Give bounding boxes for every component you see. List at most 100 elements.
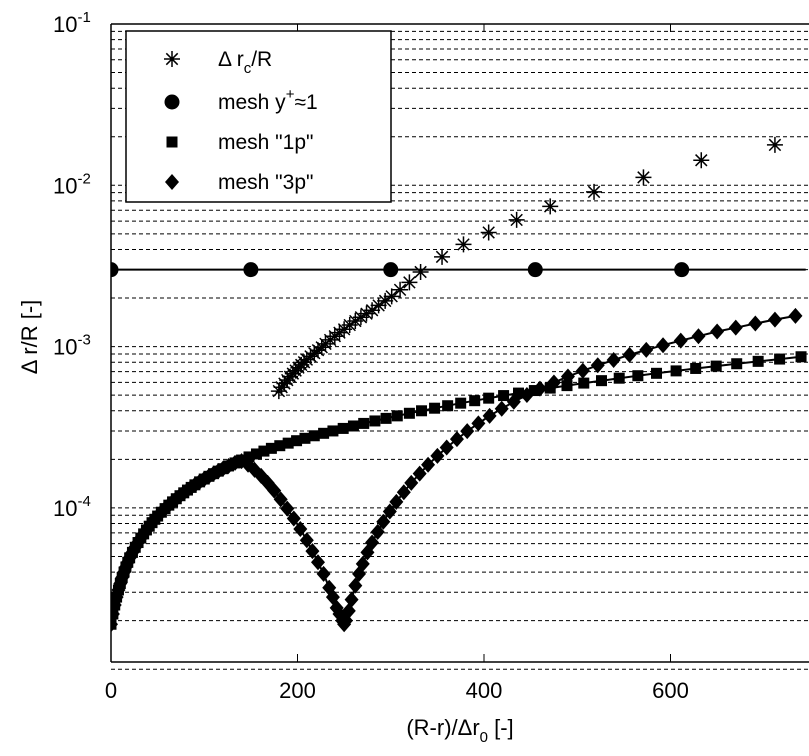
data-point-asterisk xyxy=(693,152,710,169)
data-point-asterisk xyxy=(352,309,369,326)
legend-label: Δ rc/R xyxy=(218,48,272,77)
data-point-diamond xyxy=(788,307,803,324)
x-tick-label: 400 xyxy=(466,678,503,703)
data-point-circle xyxy=(674,262,690,278)
data-point-square xyxy=(690,362,702,374)
legend-label: mesh "1p" xyxy=(218,131,313,154)
data-point-diamond xyxy=(341,602,356,619)
data-point-square xyxy=(391,410,403,422)
data-point-square xyxy=(651,367,663,379)
data-point-diamond xyxy=(267,482,282,499)
axis-labels: (R-r)/Δr0 [-] Δ r/R [-] xyxy=(17,300,514,746)
data-point-diamond xyxy=(286,510,301,527)
data-point-diamond xyxy=(355,555,370,572)
data-point-square xyxy=(483,392,495,404)
data-point-square xyxy=(318,427,330,439)
data-point-diamond xyxy=(639,341,654,358)
data-point-asterisk xyxy=(392,281,409,298)
data-point-square xyxy=(513,387,525,399)
legend-label: mesh y+≈1 xyxy=(218,86,318,114)
data-point-diamond xyxy=(546,374,561,391)
data-point-square xyxy=(774,353,786,365)
data-point-square xyxy=(528,385,540,397)
data-point-asterisk xyxy=(331,324,348,341)
data-point-diamond xyxy=(673,332,688,349)
data-point-diamond xyxy=(404,474,419,491)
y-tick-label: 10-4 xyxy=(53,493,91,521)
data-point-asterisk xyxy=(412,264,429,281)
data-point-square xyxy=(455,397,467,409)
data-point-square xyxy=(498,390,510,402)
axes xyxy=(110,23,809,663)
legend-label: mesh "3p" xyxy=(218,171,313,194)
data-point-diamond xyxy=(376,513,391,530)
data-point-square xyxy=(544,382,556,394)
data-point-square xyxy=(291,435,303,447)
data-point-square xyxy=(710,360,722,372)
data-point-square xyxy=(258,445,270,457)
x-axis-label: (R-r)/Δr0 [-] xyxy=(406,715,513,746)
legend-marker-square xyxy=(166,136,178,148)
data-point-square xyxy=(282,437,294,449)
data-point-diamond xyxy=(412,465,427,482)
legend-marker-circle xyxy=(164,94,180,110)
data-point-diamond xyxy=(365,534,380,551)
legend: Δ rc/R mesh y+≈1 mesh "1p" mesh "3p" xyxy=(125,30,392,203)
data-point-diamond xyxy=(439,439,454,456)
data-point-diamond xyxy=(111,589,124,606)
x-tick-label: 600 xyxy=(652,678,689,703)
legend-marker-diamond xyxy=(165,174,179,190)
data-point-asterisk xyxy=(377,292,394,309)
data-point-diamond xyxy=(344,591,359,608)
data-point-square xyxy=(299,432,311,444)
data-point-square xyxy=(403,407,415,419)
data-point-asterisk xyxy=(508,211,525,228)
data-point-diamond xyxy=(710,323,725,340)
data-point-diamond xyxy=(494,400,509,417)
data-point-asterisk xyxy=(434,248,451,265)
data-point-diamond xyxy=(421,456,436,473)
data-point-diamond xyxy=(449,431,464,448)
data-point-square xyxy=(429,402,441,414)
data-point-diamond xyxy=(247,461,262,478)
legend-marker-asterisk xyxy=(164,51,180,67)
data-point-square xyxy=(578,377,590,389)
data-point-square xyxy=(308,430,320,442)
data-point-asterisk xyxy=(455,236,472,253)
data-point-diamond xyxy=(316,565,331,582)
data-point-square xyxy=(416,405,428,417)
data-point-square xyxy=(752,355,764,367)
data-point-diamond xyxy=(305,543,320,560)
y-tick-label: 10-2 xyxy=(53,170,91,198)
data-point-asterisk xyxy=(358,305,375,322)
data-point-diamond xyxy=(471,415,486,432)
data-point-square xyxy=(274,440,286,452)
data-point-diamond xyxy=(273,491,288,508)
series-markers xyxy=(111,136,807,633)
data-point-diamond xyxy=(532,380,547,397)
y-tick-label: 10-3 xyxy=(53,332,91,360)
y-tick-label: 10-1 xyxy=(53,9,91,37)
data-point-diamond xyxy=(622,346,637,363)
data-point-square xyxy=(265,442,277,454)
data-point-circle xyxy=(383,262,399,278)
data-point-square xyxy=(369,415,381,427)
data-point-square xyxy=(250,448,262,460)
data-point-square xyxy=(561,380,573,392)
data-point-asterisk xyxy=(542,198,559,215)
data-point-circle xyxy=(527,262,543,278)
data-point-diamond xyxy=(748,315,763,332)
data-point-asterisk xyxy=(341,317,358,334)
data-point-square xyxy=(595,375,607,387)
data-point-asterisk xyxy=(347,313,364,330)
data-point-square xyxy=(670,365,682,377)
data-point-circle xyxy=(111,262,119,278)
data-point-diamond xyxy=(382,503,397,520)
data-point-square xyxy=(632,370,644,382)
data-point-diamond xyxy=(560,368,575,385)
data-point-diamond xyxy=(767,311,782,328)
data-point-diamond xyxy=(519,387,534,404)
data-point-diamond xyxy=(482,407,497,424)
